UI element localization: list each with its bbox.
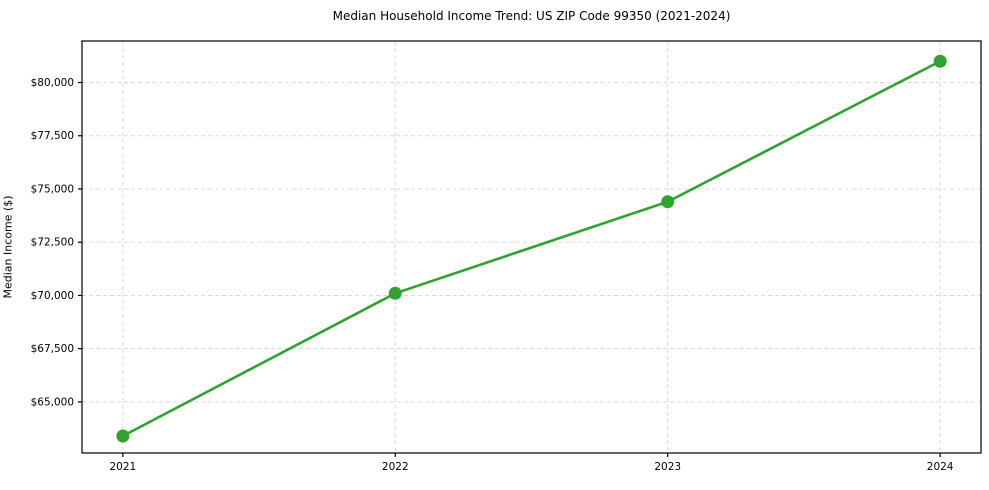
- x-tick-label: 2021: [109, 461, 136, 473]
- data-point: [116, 429, 130, 443]
- data-point: [933, 54, 947, 68]
- y-tick-label: $70,000: [31, 290, 74, 302]
- y-tick-label: $65,000: [31, 396, 74, 408]
- y-tick-label: $80,000: [31, 77, 74, 89]
- x-tick-label: 2023: [654, 461, 681, 473]
- plot-border: [81, 40, 982, 454]
- data-point: [388, 286, 402, 300]
- chart-title: Median Household Income Trend: US ZIP Co…: [332, 9, 731, 23]
- y-tick-label: $72,500: [31, 237, 74, 249]
- data-point: [661, 195, 675, 209]
- x-tick-label: 2024: [927, 461, 954, 473]
- trend-line: [121, 59, 942, 438]
- x-tick-label: 2022: [382, 461, 409, 473]
- y-tick-label: $75,000: [31, 183, 74, 195]
- y-tick-label: $67,500: [31, 343, 74, 355]
- y-tick-label: $77,500: [31, 130, 74, 142]
